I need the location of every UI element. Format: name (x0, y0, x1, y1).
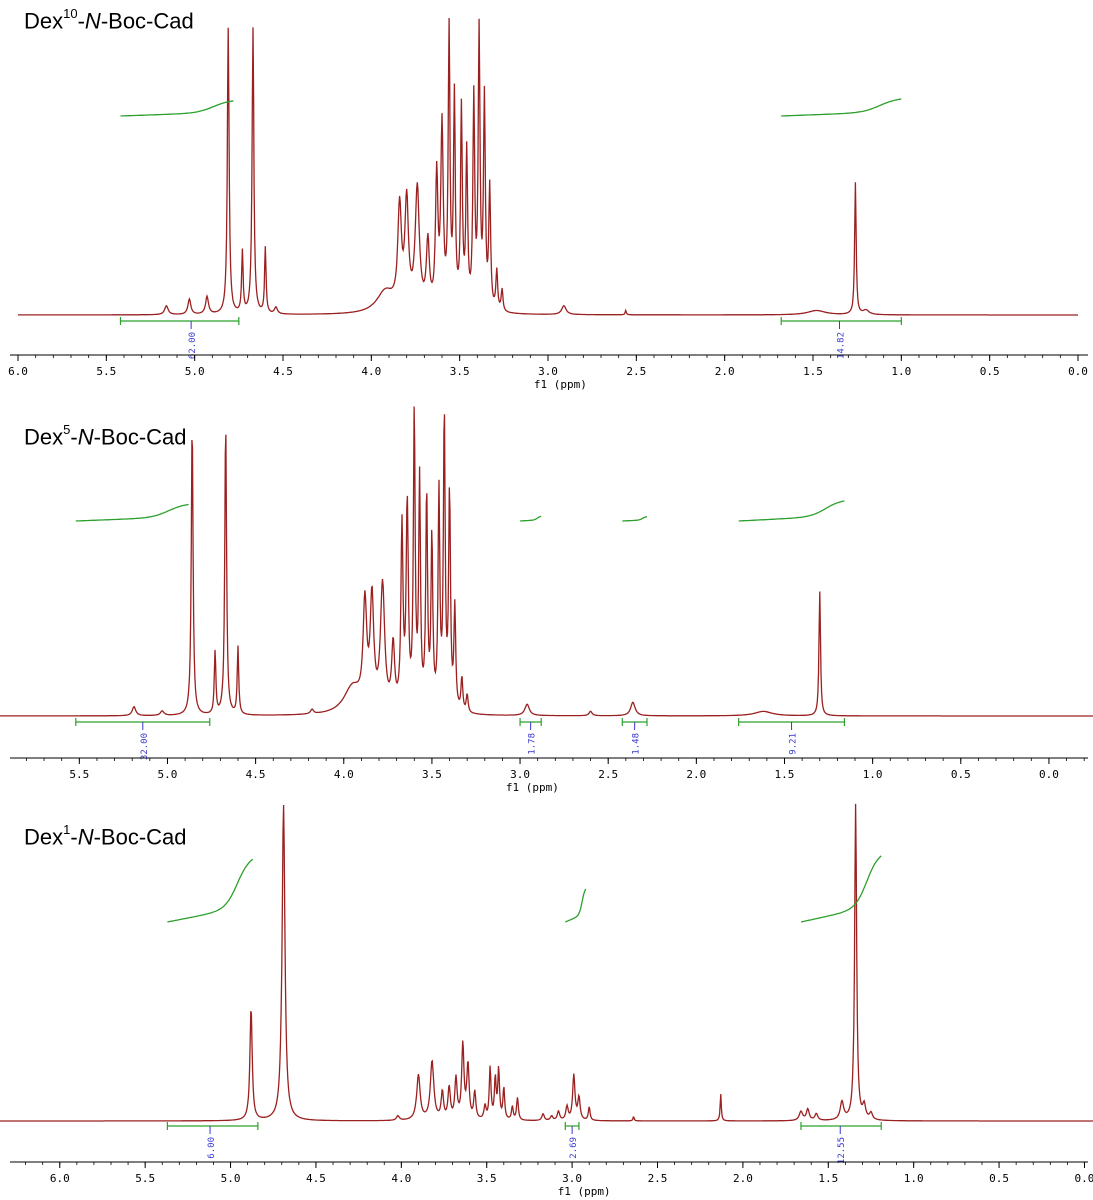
spectrum-trace (0, 406, 1093, 717)
title-dash: - (77, 8, 85, 34)
x-tick-label: 6.0 (8, 365, 28, 378)
x-tick-label: 4.5 (273, 365, 293, 378)
spectrum-trace (0, 803, 1093, 1122)
title-prefix: Dex (24, 8, 64, 34)
x-axis-label: f1 (ppm) (506, 781, 559, 794)
integral-value: 9.21 (789, 733, 799, 755)
x-tick-label: 4.0 (361, 365, 381, 378)
x-tick-label: 1.0 (904, 1172, 924, 1185)
x-tick-label: 3.5 (450, 365, 470, 378)
integral-region: 62.00 (119, 317, 240, 359)
integral-region: 14.82 (780, 317, 902, 359)
x-tick-label: 1.5 (818, 1172, 838, 1185)
x-tick-label: 5.0 (185, 365, 205, 378)
title-italic: N (84, 8, 101, 34)
integral-curve (120, 100, 234, 117)
integral-region: 1.78 (519, 718, 542, 755)
integral-region: 2.69 (564, 1122, 580, 1159)
integral-region: 32.00 (75, 718, 211, 760)
x-tick-label: 4.5 (246, 768, 266, 781)
x-tick-label: 1.5 (775, 768, 795, 781)
integral-curve (520, 515, 542, 522)
spectrum-trace (18, 17, 1078, 316)
x-tick-label: 0.5 (989, 1172, 1009, 1185)
title-dash: - (70, 424, 78, 450)
x-tick-label: 5.0 (158, 768, 178, 781)
title-suffix: -Boc-Cad (93, 424, 187, 450)
x-tick-label: 2.0 (733, 1172, 753, 1185)
x-tick-label: 1.5 (803, 365, 823, 378)
x-tick-label: 0.0 (1068, 365, 1088, 378)
integral-value: 2.69 (569, 1137, 579, 1159)
title-sup: 10 (63, 6, 78, 21)
x-axis-label: f1 (ppm) (534, 378, 587, 391)
x-tick-label: 6.0 (50, 1172, 70, 1185)
integral-value: 12.55 (837, 1137, 847, 1164)
spectrum-title: Dex10-N-Boc-Cad (24, 6, 194, 34)
spectrum-plot: 62.00 14.82 6.0 5.5 5.0 4.5 4.0 3.5 3.0 2.5 2.0 1.5… (8, 17, 1088, 391)
spectrum-title: Dex1-N-Boc-Cad (24, 822, 187, 850)
title-suffix: -Boc-Cad (93, 824, 187, 850)
integral-value: 6.00 (207, 1137, 217, 1159)
title-suffix: -Boc-Cad (100, 8, 194, 34)
x-tick-label: 5.5 (69, 768, 89, 781)
integral-curve (565, 888, 587, 923)
title-sup: 1 (63, 822, 71, 837)
integral-region: 9.21 (738, 718, 846, 755)
x-tick-label: 2.0 (686, 768, 706, 781)
x-tick-label: 4.0 (334, 768, 354, 781)
x-tick-label: 3.0 (562, 1172, 582, 1185)
integral-region: 12.55 (800, 1122, 882, 1164)
x-tick-label: 3.5 (422, 768, 442, 781)
x-tick-label: 4.0 (391, 1172, 411, 1185)
spectrum-plot: 32.00 1.78 1.48 9.21 5.5 5.0 4.5 4.0 3.5 3.0 2.5 2.… (0, 406, 1093, 794)
title-prefix: Dex (24, 424, 64, 450)
spectrum-panel-dex1: Dex1-N-Boc-Cad 6.00 2.69 12.55 6.0 5.5 5.0 4.5… (0, 800, 1093, 1200)
x-tick-label: 1.0 (863, 768, 883, 781)
x-tick-label: 0.0 (1075, 1172, 1093, 1185)
spectrum-panel-dex10: Dex10-N-Boc-Cad 62.00 14.82 6.0 5.5 5.0 4.5 4.… (0, 0, 1093, 400)
title-italic: N (77, 424, 94, 450)
integral-curve (167, 858, 254, 923)
integral-value: 62.00 (188, 332, 198, 359)
x-tick-label: 4.5 (306, 1172, 326, 1185)
title-sup: 5 (63, 422, 71, 437)
x-tick-label: 1.0 (891, 365, 911, 378)
integral-value: 32.00 (140, 733, 150, 760)
integral-curve (738, 500, 845, 522)
x-tick-label: 2.5 (598, 768, 618, 781)
spectrum-title: Dex5-N-Boc-Cad (24, 422, 187, 450)
x-tick-label: 3.5 (477, 1172, 497, 1185)
integral-value: 14.82 (837, 332, 847, 359)
integral-curve (781, 98, 902, 117)
x-tick-label: 5.5 (96, 365, 116, 378)
title-italic: N (77, 824, 94, 850)
integral-region: 6.00 (166, 1122, 259, 1159)
title-prefix: Dex (24, 824, 64, 850)
spectrum-panel-dex5: Dex5-N-Boc-Cad 32.00 1.78 1.48 9.21 5.5 5.0 4.… (0, 400, 1093, 800)
x-tick-label: 0.5 (951, 768, 971, 781)
title-dash: - (70, 824, 78, 850)
x-tick-label: 2.5 (626, 365, 646, 378)
integral-curve (75, 503, 189, 522)
x-tick-label: 2.0 (715, 365, 735, 378)
x-tick-label: 2.5 (648, 1172, 668, 1185)
integral-curve (800, 855, 882, 923)
integral-curve (622, 516, 647, 522)
x-tick-label: 0.0 (1039, 768, 1059, 781)
x-tick-label: 5.0 (221, 1172, 241, 1185)
integral-region: 1.48 (621, 718, 648, 755)
x-tick-label: 0.5 (980, 365, 1000, 378)
integral-value: 1.78 (528, 733, 538, 755)
integral-value: 1.48 (632, 733, 642, 755)
x-tick-label: 3.0 (538, 365, 558, 378)
x-axis-label: f1 (ppm) (558, 1185, 611, 1198)
x-tick-label: 5.5 (135, 1172, 155, 1185)
spectrum-plot: 6.00 2.69 12.55 6.0 5.5 5.0 4.5 4.0 3.5 3.0 2.5 2.0… (0, 803, 1093, 1198)
x-tick-label: 3.0 (510, 768, 530, 781)
